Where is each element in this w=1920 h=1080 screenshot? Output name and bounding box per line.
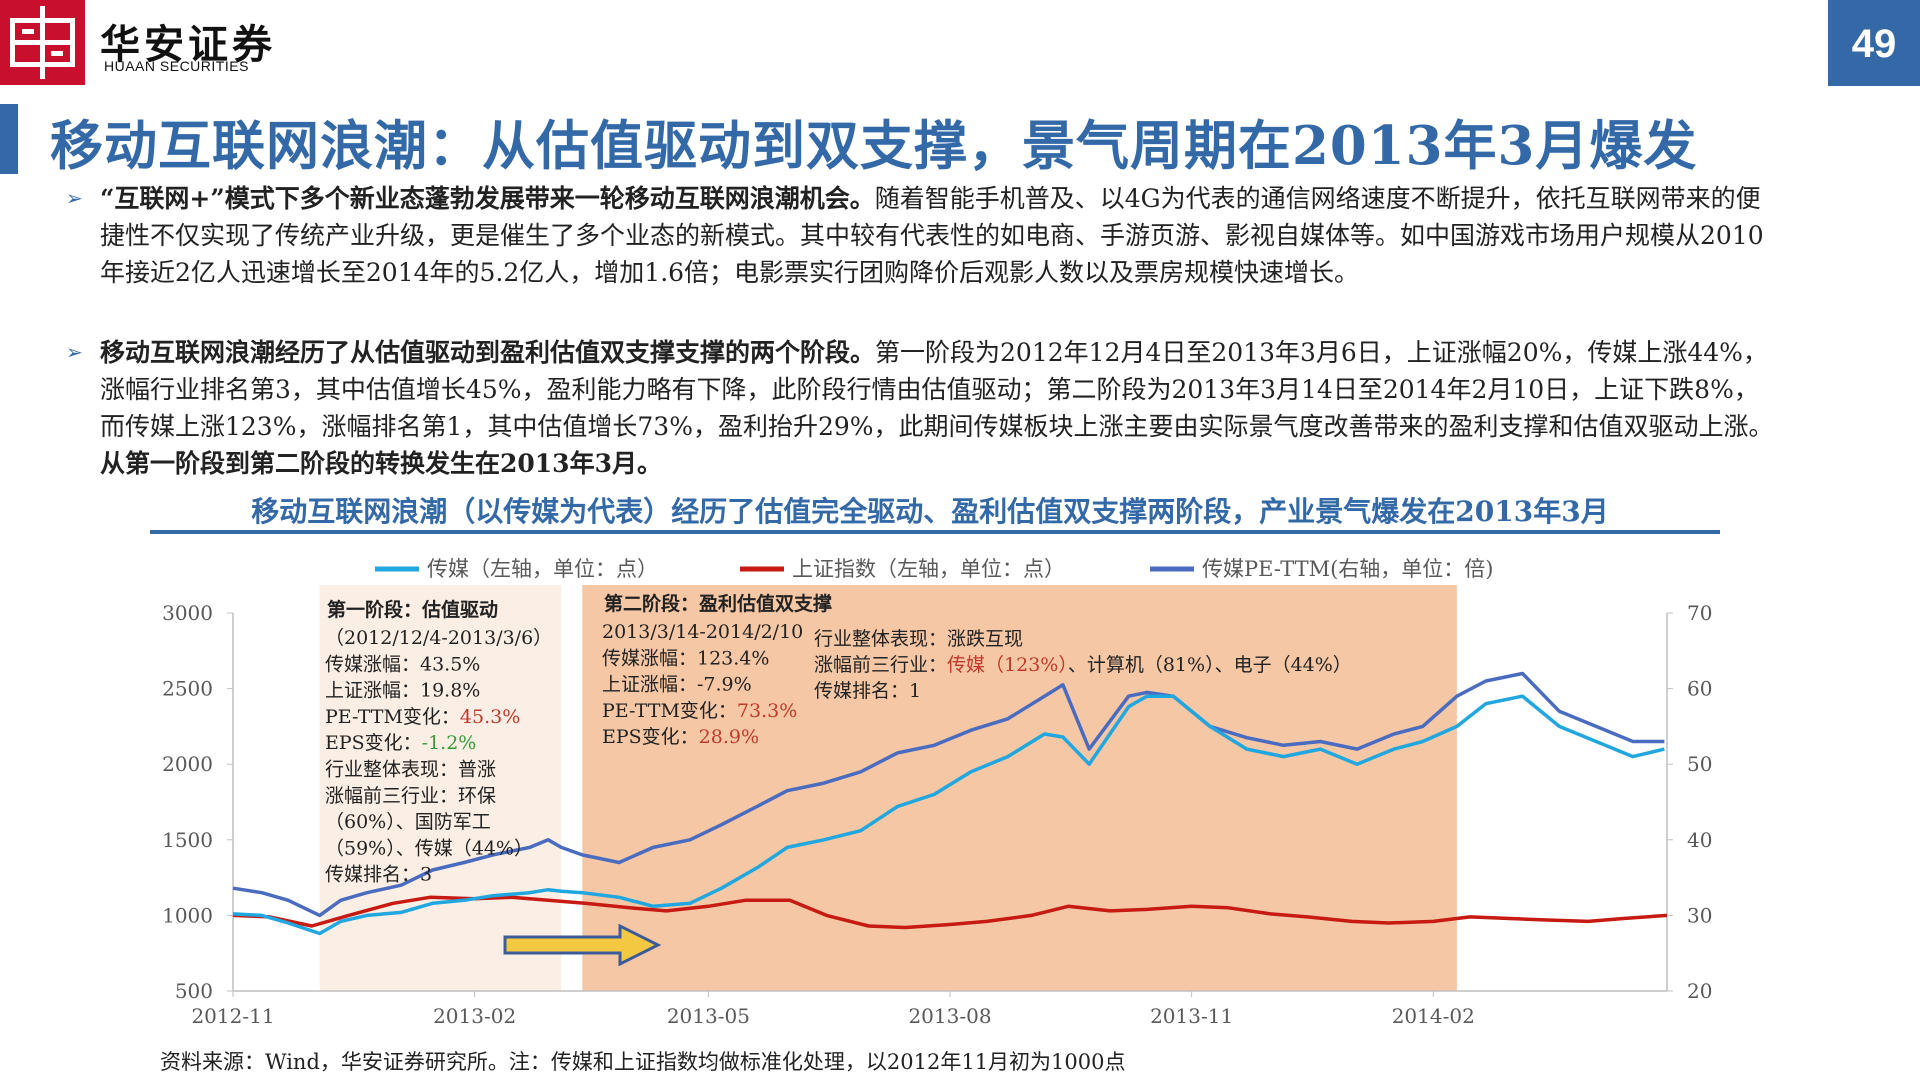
bullet-1-text: 随着智能手机普及、以4G为代表的通信网络速度不断提升，依托互联网带来的便捷性不仅… <box>100 184 1764 287</box>
phase-1-heading: 第一阶段：估值驱动 <box>327 598 498 621</box>
y-right-tick-label: 40 <box>1687 828 1712 852</box>
page-title: 移动互联网浪潮：从估值驱动到双支撑，景气周期在2013年3月爆发 <box>50 115 1698 177</box>
phase-1-line: （59%）、传媒（44%） <box>325 837 533 859</box>
series-line-0 <box>232 694 1665 936</box>
page-number: 49 <box>1828 0 1920 86</box>
phase-2-industry: 行业整体表现：涨跌互现 <box>814 628 1023 650</box>
title-accent-bar <box>0 104 18 174</box>
brand-name-cn: 华安证券 <box>100 21 276 68</box>
phase-2-line: 上证涨幅：-7.9% <box>602 674 752 696</box>
y-right-tick-label: 30 <box>1687 903 1712 927</box>
bullet-2-conclusion: 从第一阶段到第二阶段的转换发生在2013年3月。 <box>100 449 662 478</box>
bullet-2: ➢ 移动互联网浪潮经历了从估值驱动到盈利估值双支撑支撑的两个阶段。第一阶段为20… <box>66 334 1780 482</box>
phase-1-line: 上证涨幅：19.8% <box>325 680 480 702</box>
phase-2-top3: 涨幅前三行业：传媒（123%）、计算机（81%）、电子（44%） <box>814 654 1352 676</box>
phase-1-line: 传媒涨幅：43.5% <box>325 653 480 675</box>
source-note: 资料来源：Wind，华安证券研究所。注：传媒和上证指数均做标准化处理，以2012… <box>160 1050 1126 1074</box>
y-right-tick-label: 20 <box>1687 979 1712 1003</box>
y-left-tick-label: 500 <box>175 979 213 1003</box>
x-tick-label: 2013-11 <box>1150 1004 1233 1028</box>
y-right-tick-label: 50 <box>1687 752 1712 776</box>
phase-2-band <box>582 585 1457 991</box>
brand-name-en: HUAAN SECURITIES <box>104 58 249 74</box>
bullet-2-text: 第一阶段为2012年12月4日至2013年3月6日，上证涨幅20%，传媒上涨44… <box>100 338 1774 441</box>
bullet-1-lead: “互联网+”模式下多个新业态蓬勃发展带来一轮移动互联网浪潮机会。 <box>100 184 875 213</box>
phase-2-line: 传媒涨幅：123.4% <box>602 647 769 669</box>
bullet-1: ➢ “互联网+”模式下多个新业态蓬勃发展带来一轮移动互联网浪潮机会。随着智能手机… <box>66 180 1780 291</box>
y-left-tick-label: 1500 <box>162 828 213 852</box>
huaan-logo <box>0 0 85 85</box>
phase-1-line: 涨幅前三行业：环保 <box>325 785 496 807</box>
x-tick-label: 2013-02 <box>433 1004 516 1028</box>
legend-label: 传媒PE-TTM(右轴，单位：倍) <box>1202 557 1494 581</box>
phase-1-line: 传媒排名：3 <box>325 864 432 886</box>
y-right-tick-label: 70 <box>1687 601 1712 625</box>
chart-title: 移动互联网浪潮（以传媒为代表）经历了估值完全驱动、盈利估值双支撑两阶段，产业景气… <box>251 495 1609 528</box>
y-right-tick-label: 60 <box>1687 677 1712 701</box>
phase-1-line: （2012/12/4-2013/3/6） <box>325 627 552 649</box>
x-tick-label: 2013-05 <box>667 1004 750 1028</box>
transition-arrow <box>503 923 662 967</box>
bullet-2-lead: 移动互联网浪潮经历了从估值驱动到盈利估值双支撑支撑的两个阶段。 <box>100 338 876 367</box>
x-tick-label: 2014-02 <box>1392 1004 1475 1028</box>
phase-2-heading: 第二阶段：盈利估值双支撑 <box>604 592 832 615</box>
chart-title-rule <box>150 530 1720 534</box>
phase-1-line: 行业整体表现：普涨 <box>325 759 496 781</box>
y-left-tick-label: 3000 <box>162 601 213 625</box>
arrow-bullet-icon: ➢ <box>66 186 83 210</box>
phase-1-line: PE-TTM变化：45.3% <box>325 706 520 728</box>
phase-2-rank: 传媒排名：1 <box>814 680 921 702</box>
phase-1-line: （60%）、国防军工 <box>325 811 491 833</box>
y-left-tick-label: 2000 <box>162 752 213 776</box>
arrow-bullet-icon: ➢ <box>66 340 83 364</box>
phase-2-line: PE-TTM变化：73.3% <box>602 700 797 722</box>
phase-2-line: 2013/3/14-2014/2/10 <box>602 621 803 643</box>
x-tick-label: 2012-11 <box>191 1004 274 1028</box>
y-left-tick-label: 2500 <box>162 677 213 701</box>
legend-label: 传媒（左轴，单位：点） <box>427 557 658 581</box>
x-tick-label: 2013-08 <box>908 1004 991 1028</box>
media-sector-chart: 500 1000 1500 2000 2500 3000 20 30 40 50 60 70 2012-… <box>162 557 1712 1028</box>
phase-1-line: EPS变化：-1.2% <box>325 732 476 754</box>
phase-2-line: EPS变化：28.9% <box>602 726 759 748</box>
phase-1-band <box>319 585 562 991</box>
series-line-2 <box>232 671 1665 918</box>
y-left-tick-label: 1000 <box>162 903 213 927</box>
legend-label: 上证指数（左轴，单位：点） <box>792 557 1065 581</box>
